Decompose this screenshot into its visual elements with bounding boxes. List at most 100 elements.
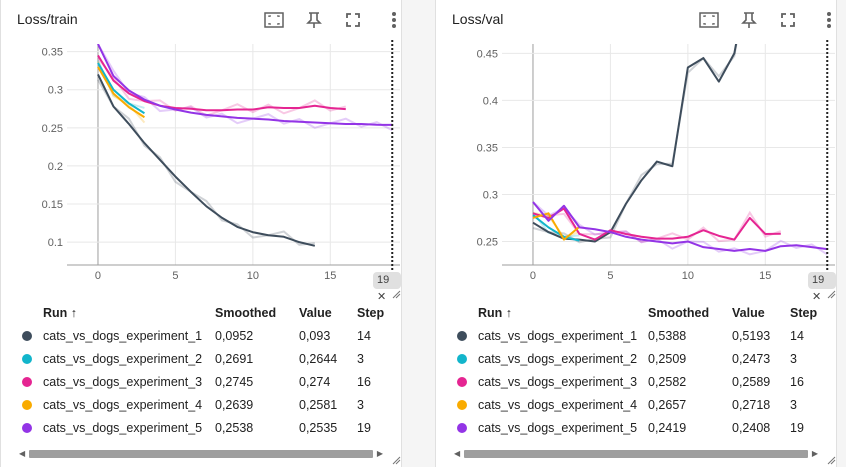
runs-table-header: Run ↑ Smoothed Value Step (436, 302, 834, 324)
table-row[interactable]: cats_vs_dogs_experiment_1 0,0952 0,093 14 (1, 324, 401, 347)
series-line[interactable] (532, 207, 781, 241)
series-raw-line (97, 79, 315, 246)
smoothed-value: 0,2509 (648, 351, 687, 366)
series-line[interactable] (532, 214, 580, 242)
table-row[interactable]: cats_vs_dogs_experiment_2 0,2691 0,2644 3 (1, 347, 401, 370)
run-name: cats_vs_dogs_experiment_1 (43, 328, 203, 343)
series-line[interactable] (532, 201, 828, 252)
step-value: 16 (790, 374, 804, 389)
series-line[interactable] (97, 62, 145, 115)
run-color-dot (22, 377, 32, 388)
run-color-dot (457, 377, 467, 388)
chart-card-train: Loss/train 0 5 10 15 0.1 0.15 0.2 0.25 0.3 0.35 1… (0, 0, 402, 467)
runs-table: Run ↑ Smoothed Value Step cats_vs_dogs_e… (1, 302, 401, 439)
step-value: 3 (790, 397, 797, 412)
loss-val-chart[interactable]: 0 5 10 15 0.25 0.3 0.35 0.4 0.45 (436, 40, 836, 292)
series-line[interactable] (97, 54, 346, 112)
card-title: Loss/train (17, 11, 78, 27)
table-row[interactable]: cats_vs_dogs_experiment_3 0,2745 0,274 16 (1, 370, 401, 393)
smoothed-value: 0,5388 (648, 328, 687, 343)
value-column-header[interactable]: Value (299, 306, 332, 320)
step-marker-value: 19 (812, 274, 825, 286)
run-color-dot (457, 331, 467, 342)
run-color-cell (1, 370, 43, 393)
x-tick-label: 0 (95, 270, 101, 282)
runs-table-header: Run ↑ Smoothed Value Step (1, 302, 401, 324)
run-column-header[interactable]: Run ↑ (478, 306, 513, 320)
table-row[interactable]: cats_vs_dogs_experiment_2 0,2509 0,2473 3 (436, 347, 834, 370)
fit-domain-icon[interactable] (263, 9, 285, 31)
pin-icon[interactable] (303, 9, 325, 31)
y-tick-label: 0.15 (42, 199, 63, 211)
raw-value: 0,093 (299, 328, 331, 343)
x-tick-label: 10 (682, 270, 694, 282)
run-color-dot (22, 331, 32, 342)
step-value: 19 (357, 420, 371, 435)
resize-handle-icon[interactable] (391, 289, 401, 299)
scroll-left-icon[interactable]: ◀ (19, 449, 26, 458)
smoothed-value: 0,2745 (215, 374, 254, 389)
smoothed-column-header[interactable]: Smoothed (215, 306, 277, 320)
x-tick-label: 5 (607, 270, 613, 282)
more-options-icon[interactable] (818, 9, 840, 31)
y-tick-label: 0.2 (48, 161, 63, 173)
series-line[interactable] (97, 74, 316, 247)
scroll-right-icon[interactable]: ▶ (376, 449, 383, 458)
horizontal-scrollbar[interactable]: ◀ ▶ (19, 448, 383, 460)
step-column-header[interactable]: Step (357, 306, 385, 320)
run-color-dot (457, 423, 467, 434)
y-tick-label: 0.3 (483, 189, 498, 201)
step-value: 3 (357, 351, 364, 366)
x-tick-label: 0 (530, 270, 536, 282)
loss-train-chart[interactable]: 0 5 10 15 0.1 0.15 0.2 0.25 0.3 0.35 (1, 40, 401, 292)
scrollbar-thumb[interactable] (29, 450, 373, 458)
series-raw-line (97, 44, 393, 132)
series-line[interactable] (532, 212, 581, 241)
resize-handle-icon[interactable] (826, 289, 836, 299)
series-line[interactable] (97, 66, 145, 119)
table-row[interactable]: cats_vs_dogs_experiment_5 0,2419 0,2408 19 (436, 416, 834, 439)
run-name: cats_vs_dogs_experiment_3 (43, 374, 203, 389)
resize-handle-icon[interactable] (826, 455, 836, 465)
x-tick-label: 15 (759, 270, 771, 282)
table-row[interactable]: cats_vs_dogs_experiment_3 0,2582 0,2589 16 (436, 370, 834, 393)
run-column-header[interactable]: Run ↑ (43, 306, 78, 320)
fullscreen-icon[interactable] (342, 9, 364, 31)
fit-domain-icon[interactable] (698, 9, 720, 31)
more-options-icon[interactable] (383, 9, 405, 31)
scrollbar-thumb[interactable] (464, 450, 808, 458)
table-row[interactable]: cats_vs_dogs_experiment_1 0,5388 0,5193 14 (436, 324, 834, 347)
step-marker-badge[interactable]: 19 ✕ (808, 272, 836, 303)
step-column-header[interactable]: Step (790, 306, 818, 320)
fullscreen-icon[interactable] (777, 9, 799, 31)
scroll-right-icon[interactable]: ▶ (811, 449, 818, 458)
smoothed-column-header[interactable]: Smoothed (648, 306, 710, 320)
pin-icon[interactable] (738, 9, 760, 31)
scroll-left-icon[interactable]: ◀ (454, 449, 461, 458)
runs-table-body: cats_vs_dogs_experiment_1 0,0952 0,093 14 ca… (1, 324, 401, 439)
y-tick-label: 0.25 (477, 236, 498, 248)
raw-value: 0,2473 (732, 351, 771, 366)
x-tick-label: 10 (247, 270, 259, 282)
smoothed-value: 0,2419 (648, 420, 687, 435)
y-tick-label: 0.35 (477, 142, 498, 154)
run-color-dot (22, 423, 32, 434)
run-name: cats_vs_dogs_experiment_5 (478, 420, 638, 435)
raw-value: 0,2589 (732, 374, 771, 389)
series-raw-line (532, 201, 828, 256)
run-color-cell (436, 416, 478, 439)
run-color-dot (457, 354, 467, 365)
step-marker-badge[interactable]: 19 ✕ (373, 272, 401, 303)
table-row[interactable]: cats_vs_dogs_experiment_4 0,2639 0,2581 3 (1, 393, 401, 416)
run-color-cell (1, 416, 43, 439)
run-name: cats_vs_dogs_experiment_2 (478, 351, 638, 366)
resize-handle-icon[interactable] (391, 455, 401, 465)
table-row[interactable]: cats_vs_dogs_experiment_4 0,2657 0,2718 3 (436, 393, 834, 416)
step-value: 14 (790, 328, 804, 343)
card-title: Loss/val (452, 11, 504, 27)
horizontal-scrollbar[interactable]: ◀ ▶ (454, 448, 818, 460)
value-column-header[interactable]: Value (732, 306, 765, 320)
series-line[interactable] (97, 44, 393, 126)
table-row[interactable]: cats_vs_dogs_experiment_5 0,2538 0,2535 19 (1, 416, 401, 439)
